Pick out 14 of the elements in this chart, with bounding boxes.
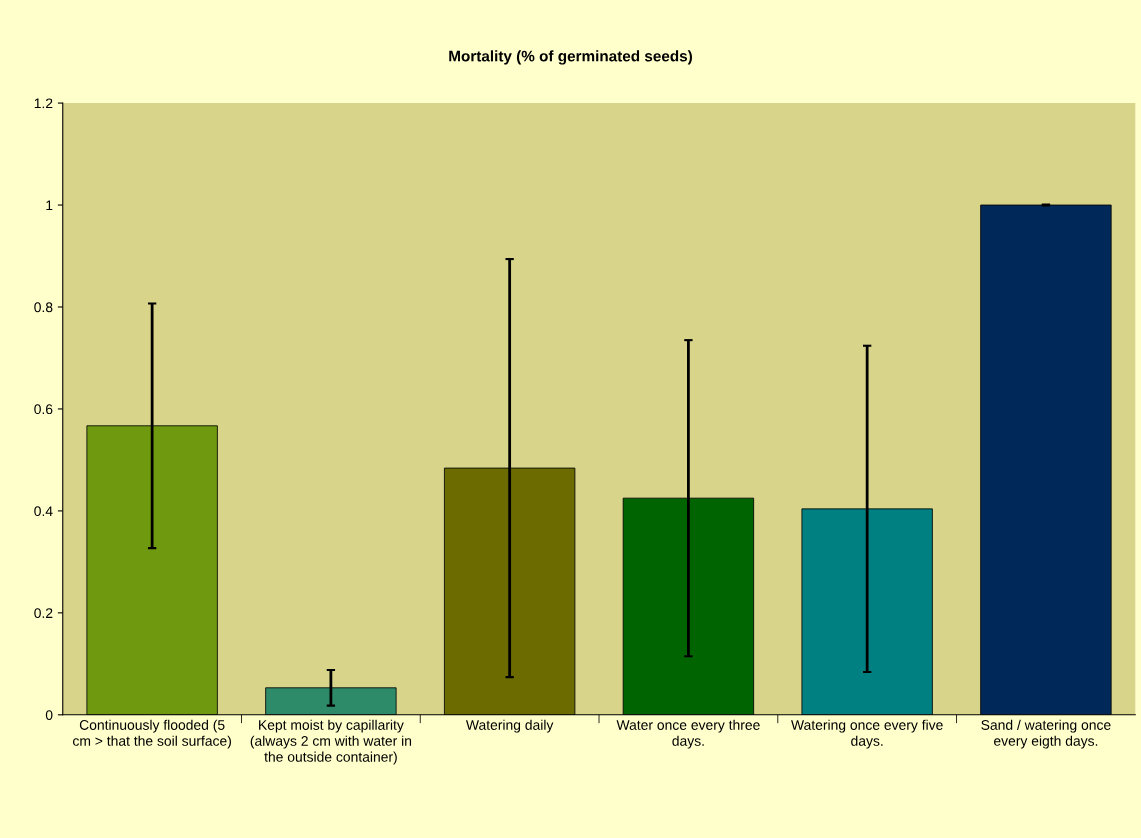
y-tick-label: 0.2: [34, 608, 53, 619]
x-tick-label: Watering daily: [465, 719, 554, 733]
x-tick-label: Continuously flooded (5 cm > that the soil surface): [73, 719, 231, 749]
x-tick-label: Watering once every five days.: [791, 719, 943, 749]
y-tick-label: 0.6: [34, 404, 53, 415]
x-tick-label: Kept moist by capillarity (always 2 cm with water in the outside container): [250, 719, 412, 765]
y-tick-label: 0.4: [34, 506, 53, 517]
x-tick-label: Water once every three days.: [616, 719, 760, 749]
y-tick-label: 1.2: [34, 98, 53, 109]
y-tick-label: 0.8: [34, 302, 53, 313]
chart-title: Mortality (% of germinated seeds): [449, 50, 692, 65]
y-tick-label: 1: [46, 200, 53, 211]
y-tick-label: 0: [45, 710, 53, 720]
x-tick-label: Sand / watering once every eigth days.: [981, 719, 1111, 749]
